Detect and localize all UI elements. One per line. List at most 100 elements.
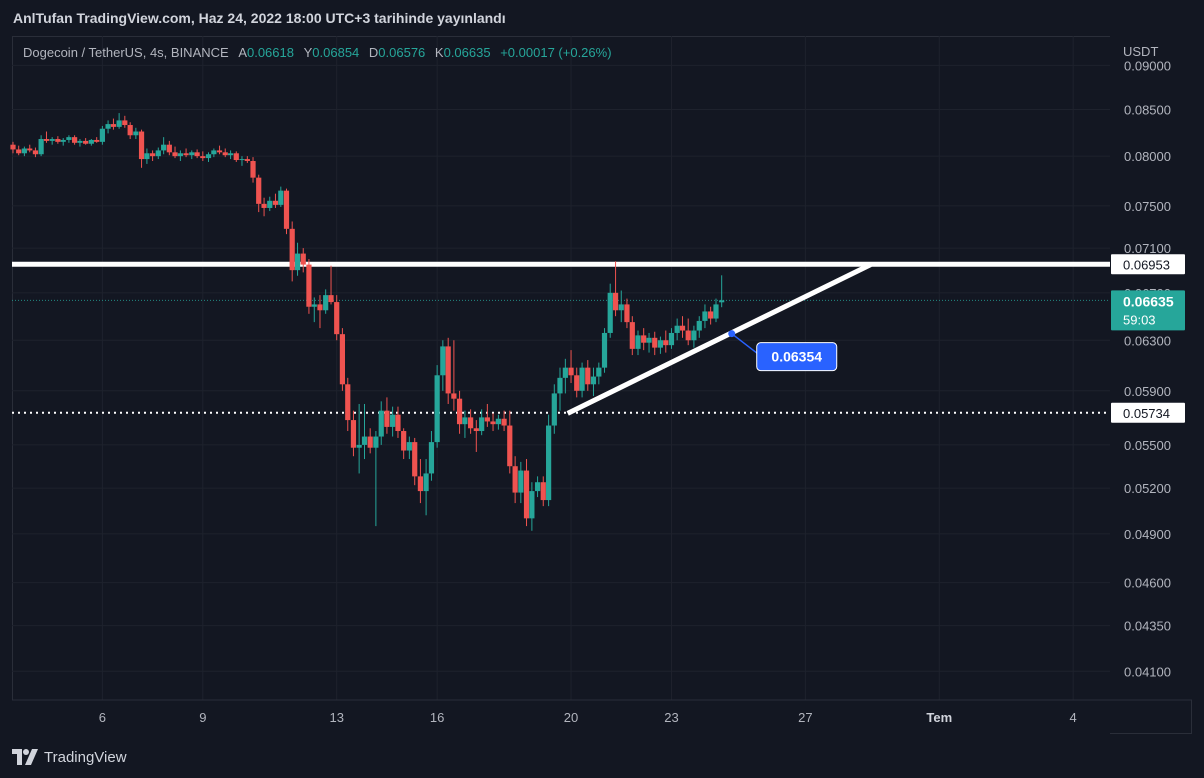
price-tick: 0.08500 (1124, 102, 1171, 117)
candle (663, 330, 669, 353)
candle (679, 316, 686, 338)
candle (267, 196, 273, 212)
candle-body (657, 340, 664, 348)
candle (601, 328, 608, 373)
candle (652, 331, 658, 356)
candle-body (473, 428, 479, 432)
price-tick: 0.07100 (1124, 241, 1171, 256)
time-tick: 20 (564, 710, 578, 725)
candle (401, 428, 407, 460)
tradingview-logo-icon[interactable] (12, 749, 38, 765)
candle-body (133, 131, 139, 136)
candle (149, 150, 156, 161)
candle (546, 414, 552, 507)
candle-body (127, 125, 133, 136)
candle-body (440, 346, 446, 376)
candle (16, 145, 22, 156)
level-price-tag[interactable] (1111, 254, 1185, 275)
candle (428, 431, 435, 481)
candle-body (708, 311, 714, 319)
candle-body (378, 410, 384, 437)
candle (200, 151, 206, 161)
candle-body (10, 144, 16, 150)
candle-body (674, 325, 680, 333)
candle (708, 306, 714, 325)
candle-body (652, 337, 658, 348)
candle (60, 138, 66, 146)
price-tick: 0.05200 (1124, 481, 1171, 496)
candle-body (434, 375, 440, 443)
candle-body (356, 444, 362, 448)
trendline-group[interactable]: 0.06354 (566, 262, 872, 416)
current-price-tag[interactable] (1111, 290, 1185, 331)
candle-body (540, 482, 546, 501)
candle-body (244, 159, 250, 161)
candle-body (612, 292, 619, 311)
level-price-tag[interactable] (1111, 402, 1185, 423)
candle-body (635, 335, 641, 349)
candle (323, 289, 329, 314)
candle (479, 409, 485, 436)
price-axis[interactable]: 0.090000.085000.080000.075000.071000.067… (1110, 36, 1192, 700)
currency-label: USDT (1123, 44, 1158, 59)
candle-body (484, 417, 490, 422)
candle-body (38, 139, 44, 155)
candle (501, 410, 507, 432)
candle (557, 367, 563, 411)
candle (345, 377, 351, 432)
candle-body (16, 149, 22, 154)
candle (205, 152, 212, 162)
candle (395, 406, 401, 438)
candle (172, 146, 178, 159)
candle-body (451, 393, 457, 399)
candle (451, 340, 457, 411)
candle-body (239, 159, 245, 161)
candle (256, 174, 262, 213)
candle (674, 318, 680, 341)
candle-body (49, 139, 55, 141)
candle-body (685, 330, 691, 341)
change-value: +0.00017 (+0.26%) (500, 45, 612, 60)
candle-body (278, 190, 284, 205)
horizontal-levels[interactable] (12, 261, 1110, 414)
high-value: 0.06854 (312, 45, 360, 60)
candle-body (574, 375, 580, 391)
tradingview-brand[interactable]: TradingView (44, 748, 127, 766)
time-tick: 9 (199, 710, 206, 725)
candle-body (401, 431, 407, 451)
candle (702, 304, 708, 329)
candle-body (166, 144, 172, 153)
candle-body (328, 295, 334, 303)
candle (261, 197, 267, 217)
candle (21, 146, 27, 157)
candle (334, 295, 340, 341)
candle-body (272, 200, 279, 205)
candle (534, 476, 541, 498)
time-tick: 6 (99, 710, 106, 725)
candle-body (172, 152, 178, 157)
candle (529, 482, 535, 531)
candle-body (596, 367, 602, 377)
candle (668, 328, 675, 349)
uptrend-line[interactable] (566, 262, 872, 416)
symbol-name[interactable]: Dogecoin / TetherUS, 4s, BINANCE (23, 45, 229, 60)
candle-body (373, 436, 379, 448)
candle (490, 413, 496, 432)
candle (43, 131, 50, 143)
candle-body (211, 150, 217, 155)
candle-body (468, 417, 474, 429)
candle-body (546, 425, 552, 501)
marker-label-box[interactable] (756, 342, 838, 372)
candle (585, 360, 591, 391)
footer: TradingView (12, 744, 127, 770)
time-axis[interactable]: 6 9 13 16 20 23 27 Tem 4 (12, 699, 1192, 734)
trendline-marker-dot[interactable] (728, 330, 736, 338)
candle-body (177, 153, 183, 157)
candle-body (719, 300, 725, 303)
candle (194, 149, 200, 159)
candle (596, 362, 602, 385)
candle-body (222, 152, 228, 156)
time-tick: 13 (329, 710, 343, 725)
candle (406, 436, 412, 460)
